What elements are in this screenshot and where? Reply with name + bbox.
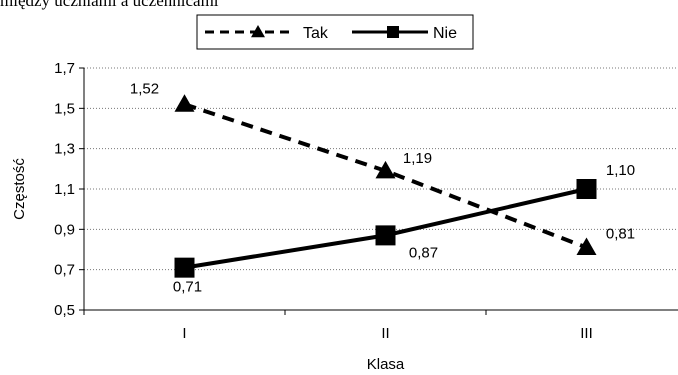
data-label: 0,71 (173, 279, 202, 296)
data-label: 1,52 (130, 80, 159, 97)
legend-label-nie: Nie (433, 25, 457, 42)
axes (79, 67, 678, 315)
data-label: 1,10 (606, 162, 635, 179)
x-axis-title: Klasa (367, 356, 405, 373)
y-tick-labels: 0,5 0,7 0,9 1,1 1,3 1,5 1,7 (54, 60, 75, 319)
y-tick-label: 0,5 (54, 302, 75, 319)
legend-marker-tak (251, 25, 265, 38)
x-tick-label: III (580, 325, 593, 342)
y-tick-label: 0,7 (54, 262, 75, 279)
marker-tak (174, 94, 195, 112)
marker-nie (375, 225, 396, 246)
data-label: 1,19 (403, 150, 432, 167)
data-label: 0,81 (606, 225, 635, 242)
marker-nie (174, 257, 195, 278)
data-labels: 1,52 1,19 0,81 0,71 0,87 1,10 (130, 80, 635, 295)
data-label: 0,87 (409, 244, 438, 261)
series-markers (174, 94, 597, 278)
x-tick-label: I (182, 325, 186, 342)
y-tick-label: 1,1 (54, 181, 75, 198)
y-axis-title: Częstość (11, 158, 28, 220)
legend-marker-nie (387, 26, 399, 38)
x-tick-labels: I II III (182, 325, 592, 342)
marker-tak (375, 160, 396, 179)
y-tick-label: 0,9 (54, 221, 75, 238)
y-tick-label: 1,5 (54, 100, 75, 117)
caption-fragment: między uczniami a uczennicami (0, 0, 219, 10)
y-tick-label: 1,3 (54, 141, 75, 158)
legend: Tak Nie (196, 14, 474, 50)
marker-tak (576, 237, 597, 255)
legend-label-tak: Tak (303, 25, 329, 42)
y-tick-label: 1,7 (54, 60, 75, 77)
x-tick-label: II (381, 325, 389, 342)
marker-nie (576, 179, 597, 199)
